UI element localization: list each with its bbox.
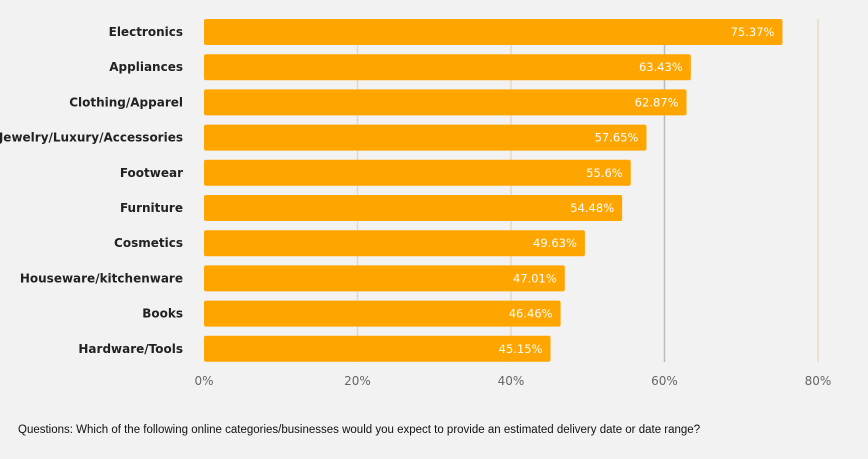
- bar: [204, 89, 687, 116]
- bar: [204, 124, 647, 151]
- bar: [204, 300, 561, 327]
- bar: [204, 195, 623, 221]
- x-tick-label: 0%: [194, 374, 213, 388]
- category-label: Appliances: [109, 60, 183, 74]
- category-label: Houseware/kitchenware: [20, 271, 183, 285]
- x-tick-label: 40%: [498, 374, 525, 388]
- bar: [204, 159, 631, 186]
- data-label: 57.65%: [595, 131, 639, 145]
- data-label: 55.6%: [586, 166, 623, 180]
- bar-chart: 0% 20% 40% 60% 80% Electronics 75.37% Appliance…: [0, 19, 832, 388]
- category-label: Footwear: [120, 166, 183, 180]
- bar: [204, 230, 585, 257]
- x-tick-label: 60%: [651, 374, 678, 388]
- bar: [204, 335, 551, 362]
- data-label: 49.63%: [533, 236, 577, 250]
- bar: [204, 54, 691, 81]
- category-label: Furniture: [120, 201, 183, 215]
- data-label: 45.15%: [499, 342, 543, 356]
- data-label: 75.37%: [731, 25, 775, 39]
- category-label: Cosmetics: [114, 236, 183, 250]
- data-label: 63.43%: [639, 60, 683, 74]
- category-label: Electronics: [109, 25, 183, 39]
- category-label: Books: [142, 307, 183, 321]
- x-tick-label: 20%: [344, 374, 371, 388]
- bar: [204, 19, 783, 45]
- bar: [204, 265, 565, 292]
- category-label: Clothing/Apparel: [69, 95, 183, 109]
- category-label: Jewelry/Luxury/Accessories: [0, 131, 183, 145]
- footnote: Questions: Which of the following online…: [18, 424, 701, 436]
- category-label: Hardware/Tools: [78, 342, 183, 356]
- data-label: 47.01%: [513, 271, 557, 285]
- data-label: 54.48%: [570, 201, 614, 215]
- data-label: 46.46%: [509, 307, 553, 321]
- data-label: 62.87%: [635, 95, 679, 109]
- x-tick-label: 80%: [805, 374, 832, 388]
